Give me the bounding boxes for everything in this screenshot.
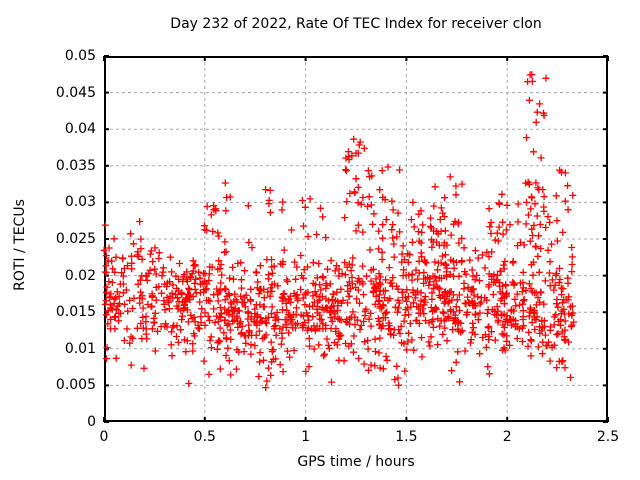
y-tick-label: 0.015 xyxy=(55,304,96,321)
x-tick-label: 2.5 xyxy=(596,429,620,445)
y-tick-label: 0.045 xyxy=(55,84,96,101)
y-tick-label: 0.005 xyxy=(55,377,96,394)
y-tick-label: 0.025 xyxy=(55,231,96,247)
x-tick-label: 2 xyxy=(502,429,512,445)
chart-title: Day 232 of 2022, Rate Of TEC Index for r… xyxy=(170,16,542,32)
y-tick-label: 0.02 xyxy=(64,267,96,284)
x-tick-label: 0.5 xyxy=(193,429,216,445)
x-axis-label: GPS time / hours xyxy=(297,454,415,470)
scatter-plot-svg xyxy=(100,55,609,423)
x-tick-label: 1.5 xyxy=(395,429,418,445)
y-tick-label: 0.03 xyxy=(64,194,96,211)
x-tick-label: 1 xyxy=(301,429,311,445)
x-tick-label: 0 xyxy=(99,429,109,445)
plot-area xyxy=(100,55,609,423)
y-tick-label: 0.04 xyxy=(64,121,96,138)
y-tick-label: 0.035 xyxy=(55,157,96,174)
y-tick-label: 0 xyxy=(87,414,96,430)
y-tick-label: 0.01 xyxy=(64,340,96,357)
scatter-points xyxy=(100,71,578,392)
y-tick-label: 0.05 xyxy=(64,48,96,64)
